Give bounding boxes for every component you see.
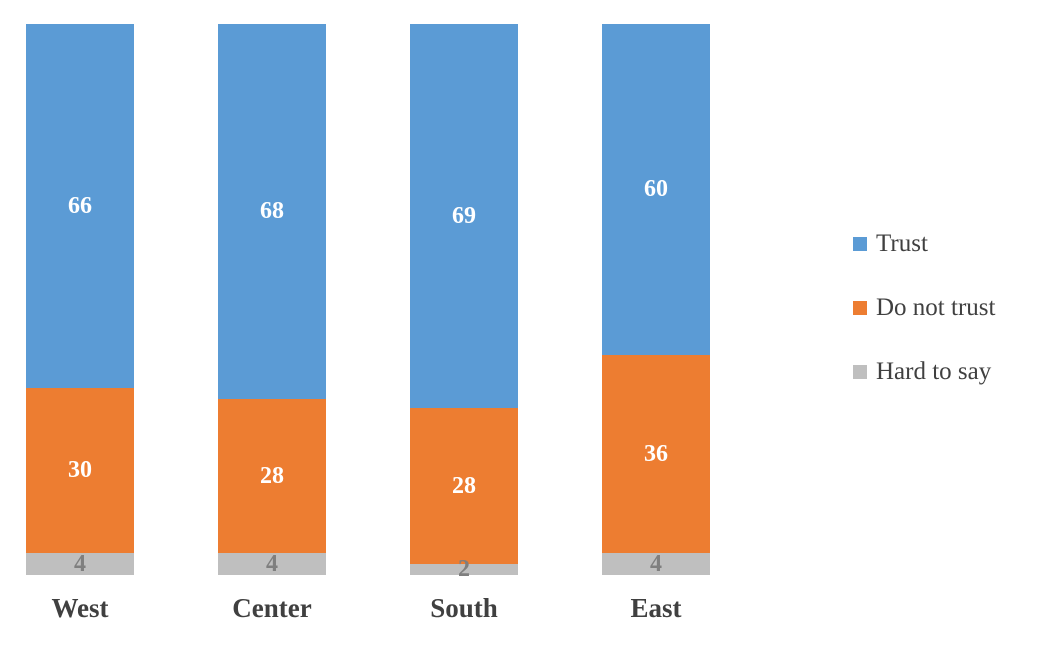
stacked-bar-center: 68 28 4 — [218, 24, 326, 577]
legend-swatch-do-not-trust — [853, 300, 867, 315]
data-label-hard-to-say-south: 2 — [458, 556, 470, 583]
data-label-trust-west: 66 — [68, 192, 92, 219]
category-label-south: South — [430, 593, 498, 623]
legend-label-hard-to-say: Hard to say — [876, 358, 992, 385]
legend-item-trust: Trust — [853, 228, 995, 259]
bar-column-center: 68 28 4 Center — [218, 24, 326, 624]
data-label-trust-center: 68 — [260, 198, 284, 225]
legend-swatch-hard-to-say — [853, 364, 867, 379]
legend-swatch-trust — [853, 236, 867, 251]
category-label-east: East — [630, 593, 682, 623]
data-label-do-not-trust-east: 36 — [644, 440, 668, 467]
segment-trust-west: 66 — [26, 24, 134, 388]
category-label-west: West — [51, 593, 109, 623]
data-label-do-not-trust-center: 28 — [260, 462, 284, 489]
segment-hard-to-say-center: 4 — [218, 550, 326, 577]
bar-column-south: 69 28 2 South — [410, 24, 518, 624]
legend: Trust Do not trust Hard to say — [853, 228, 995, 420]
segment-trust-south: 69 — [410, 24, 518, 409]
category-label-center: Center — [232, 593, 312, 623]
data-label-trust-east: 60 — [644, 176, 668, 203]
segment-do-not-trust-south: 28 — [410, 408, 518, 564]
bar-column-east: 60 36 4 East — [602, 24, 710, 624]
segment-do-not-trust-east: 36 — [602, 354, 710, 553]
segment-trust-east: 60 — [602, 24, 710, 355]
legend-label-do-not-trust: Do not trust — [876, 294, 996, 321]
segment-do-not-trust-west: 30 — [26, 387, 134, 553]
legend-item-hard-to-say: Hard to say — [853, 356, 995, 387]
data-label-do-not-trust-west: 30 — [68, 457, 92, 484]
stacked-bar-west: 66 30 4 — [26, 24, 134, 577]
stacked-bar-east: 60 36 4 — [602, 24, 710, 577]
data-label-hard-to-say-center: 4 — [266, 550, 278, 577]
segment-trust-center: 68 — [218, 24, 326, 399]
segment-do-not-trust-center: 28 — [218, 398, 326, 553]
data-label-hard-to-say-east: 4 — [650, 550, 662, 577]
legend-label-trust: Trust — [876, 230, 928, 257]
bar-column-west: 66 30 4 West — [26, 24, 134, 624]
data-label-trust-south: 69 — [452, 203, 476, 229]
plot-area: 66 30 4 West 68 28 4 Center 69 28 2 South 60 36 4 East — [26, 24, 710, 624]
segment-hard-to-say-east: 4 — [602, 550, 710, 577]
data-label-hard-to-say-west: 4 — [74, 550, 86, 577]
legend-item-do-not-trust: Do not trust — [853, 292, 995, 323]
segment-hard-to-say-south: 2 — [410, 557, 518, 581]
stacked-bar-south: 69 28 2 — [410, 24, 518, 581]
segment-hard-to-say-west: 4 — [26, 550, 134, 577]
data-label-do-not-trust-south: 28 — [452, 472, 476, 499]
